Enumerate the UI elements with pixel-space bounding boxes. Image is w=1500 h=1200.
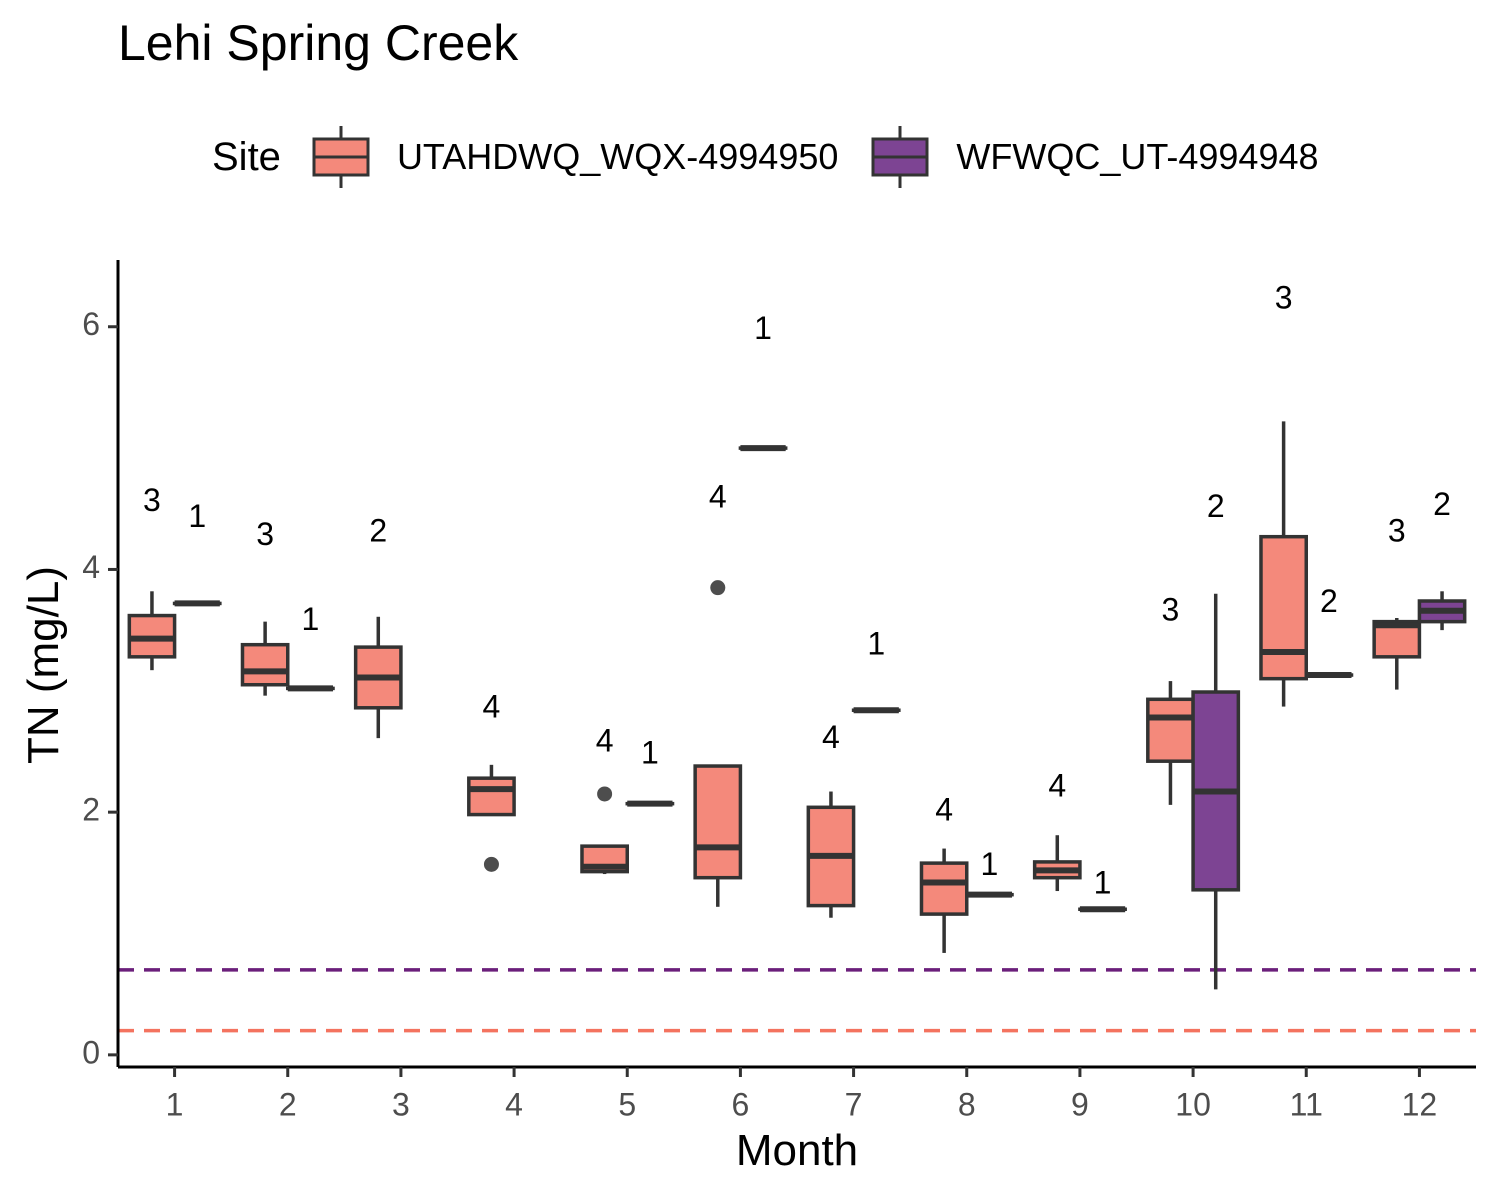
count-label: 1 — [641, 735, 659, 771]
box-1-month-10 — [1146, 681, 1195, 805]
x-tick-label: 7 — [845, 1086, 863, 1122]
count-label: 2 — [369, 512, 387, 548]
count-label: 4 — [483, 688, 501, 724]
x-tick-label: 3 — [392, 1086, 410, 1122]
box-1-month-2 — [240, 621, 290, 696]
legend-entry-site-2: WFWQC_UT-4994948 — [870, 122, 1319, 192]
count-label: 1 — [188, 498, 206, 534]
box-1-month-5 — [580, 786, 630, 875]
chart-title: Lehi Spring Creek — [118, 15, 519, 71]
count-label: 1 — [1094, 864, 1112, 900]
x-axis-title: Month — [735, 1126, 859, 1175]
box-1-month-3 — [353, 616, 403, 739]
count-label: 2 — [1433, 486, 1451, 522]
box-body — [693, 764, 743, 880]
count-label: 4 — [596, 722, 614, 758]
y-tick-label: 0 — [82, 1034, 100, 1070]
count-label: 1 — [867, 625, 885, 661]
legend-entry-site-1: UTAHDWQ_WQX-4994950 — [311, 122, 838, 192]
legend-title: Site — [212, 134, 281, 179]
box-1-month-8 — [919, 848, 969, 953]
box-1-month-6 — [693, 580, 743, 907]
box-1-month-4 — [467, 764, 516, 872]
legend-label-site-2: WFWQC_UT-4994948 — [956, 136, 1319, 177]
legend-key-site-1 — [312, 126, 370, 188]
box-2-month-10 — [1191, 593, 1241, 990]
box-body — [919, 861, 969, 916]
legend-label-site-1: UTAHDWQ_WQX-4994950 — [396, 136, 839, 177]
count-label: 1 — [754, 310, 772, 346]
count-label: 2 — [1320, 583, 1338, 619]
x-tick-label: 10 — [1175, 1086, 1211, 1122]
x-tick-label: 8 — [958, 1086, 976, 1122]
box-1-month-12 — [1372, 617, 1422, 690]
box-body — [1259, 534, 1308, 681]
y-tick-label: 6 — [82, 306, 100, 342]
outlier-point — [597, 786, 613, 802]
box-body — [467, 776, 516, 817]
outlier-point — [710, 580, 726, 596]
count-label: 4 — [1048, 767, 1066, 803]
box-1-month-9 — [1032, 835, 1082, 892]
box-1-month-11 — [1259, 421, 1308, 707]
box-body — [1146, 697, 1195, 763]
count-label: 3 — [1388, 512, 1406, 548]
x-tick-label: 1 — [166, 1086, 184, 1122]
x-tick-label: 6 — [732, 1086, 750, 1122]
count-label: 1 — [301, 601, 319, 637]
y-tick-label: 4 — [82, 549, 100, 585]
count-label: 3 — [1162, 591, 1180, 627]
y-tick-label: 2 — [82, 792, 100, 828]
count-label: 3 — [143, 482, 161, 518]
x-tick-label: 11 — [1290, 1086, 1323, 1122]
legend-key-site-2 — [871, 126, 929, 188]
outlier-point — [483, 856, 499, 872]
count-label: 4 — [709, 479, 727, 515]
legend: Site UTAHDWQ_WQX-4994950 WFWQC_UT-499494… — [212, 122, 1351, 192]
y-axis-title: TN (mg/L) — [19, 566, 68, 764]
count-label: 3 — [1275, 279, 1293, 315]
count-label: 3 — [256, 516, 274, 552]
x-tick-label: 4 — [505, 1086, 523, 1122]
box-body — [240, 642, 290, 687]
box-1-month-1 — [127, 591, 177, 671]
box-2-month-12 — [1417, 591, 1467, 631]
x-tick-label: 12 — [1402, 1086, 1438, 1122]
count-label: 1 — [980, 846, 998, 882]
x-tick-label: 5 — [618, 1086, 636, 1122]
x-tick-label: 9 — [1071, 1086, 1089, 1122]
count-label: 4 — [935, 792, 953, 828]
count-label: 2 — [1207, 488, 1225, 524]
x-tick-label: 2 — [279, 1086, 297, 1122]
box-1-month-7 — [806, 791, 856, 918]
count-label: 4 — [822, 719, 840, 755]
